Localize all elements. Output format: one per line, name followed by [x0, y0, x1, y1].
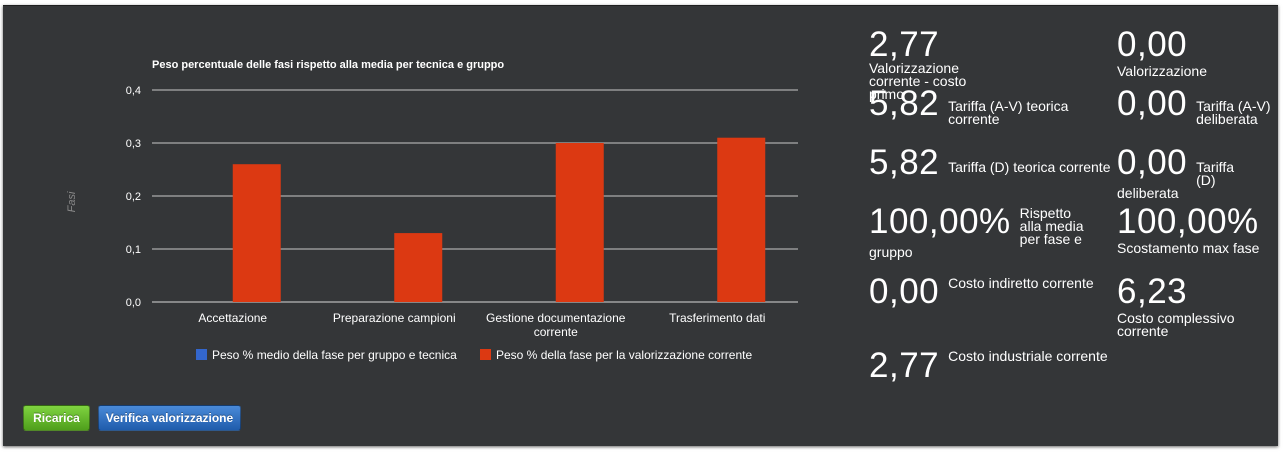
kpi-value: 0,00: [1117, 143, 1188, 182]
kpi-value: 0,00: [1117, 25, 1188, 64]
summary-panel: Peso percentuale delle fasi rispetto all…: [3, 5, 1278, 446]
kpi-valorizzazione: 0,00 Valorizzazione: [1117, 27, 1277, 78]
x-category-label: Trasferimento dati: [669, 311, 765, 325]
legend-label: Peso % medio della fase per gruppo e tec…: [212, 348, 457, 362]
kpi-label: Tariffa (A-V) teorica corrente: [948, 98, 1069, 127]
x-category-label: Gestione documentazione: [486, 311, 626, 325]
kpi-valorizzazione-corrente: 2,77 Valorizzazione corrente - costo pri…: [869, 27, 1109, 101]
kpi-tariffa-d-deliberata: 0,00 Tariffa (D) deliberata: [1117, 145, 1242, 200]
legend-swatch: [480, 349, 491, 360]
y-tick-label: 0,1: [126, 244, 141, 256]
kpi-label: Costo indiretto corrente: [948, 275, 1094, 291]
kpi-costo-industriale: 2,77 Costo industriale corrente: [869, 348, 1119, 383]
kpi-tariffa-av-deliberata: 0,00 Tariffa (A-V) deliberata: [1117, 86, 1277, 126]
bar: [394, 233, 443, 302]
bar: [232, 164, 281, 302]
bar: [555, 143, 604, 302]
ricarica-button[interactable]: Ricarica: [23, 405, 90, 431]
kpi-label: Valorizzazione corrente - costo primo: [869, 60, 967, 102]
kpi-value: 5,82: [869, 84, 940, 123]
kpi-scostamento-max: 100,00% Scostamento max fase: [1117, 204, 1277, 255]
kpi-value: 6,23: [1117, 272, 1188, 311]
kpi-label: Valorizzazione: [1117, 63, 1208, 79]
kpi-value: 100,00%: [1117, 202, 1259, 241]
verifica-valorizzazione-button[interactable]: Verifica valorizzazione: [98, 405, 241, 431]
kpi-label: Tariffa (D) teorica corrente: [948, 159, 1111, 175]
legend-swatch: [196, 349, 207, 360]
phase-weight-chart: Peso percentuale delle fasi rispetto all…: [66, 59, 798, 362]
kpi-tariffa-av-teorica: 5,82 Tariffa (A-V) teorica corrente: [869, 86, 1109, 126]
kpi-tariffa-d-teorica: 5,82 Tariffa (D) teorica corrente: [869, 145, 1119, 180]
kpi-label: Costo complessivo corrente: [1117, 310, 1235, 339]
kpi-value: 2,77: [869, 346, 940, 385]
kpi-value: 2,77: [869, 25, 940, 64]
y-tick-label: 0,2: [126, 191, 141, 203]
kpi-value: 5,82: [869, 143, 940, 182]
x-category-label: corrente: [534, 325, 578, 339]
kpi-value: 0,00: [1117, 84, 1188, 123]
x-category-label: Accettazione: [198, 311, 267, 325]
y-tick-label: 0,3: [126, 138, 141, 150]
x-category-label: Preparazione campioni: [333, 311, 456, 325]
y-axis-title: Fasi: [66, 191, 78, 212]
chart-title: Peso percentuale delle fasi rispetto all…: [152, 59, 504, 71]
legend-label: Peso % della fase per la valorizzazione …: [496, 348, 752, 362]
y-tick-label: 0,4: [126, 85, 141, 97]
kpi-value: 0,00: [869, 272, 940, 311]
kpi-label: Tariffa (A-V) deliberata: [1196, 98, 1271, 127]
kpi-label: Rispetto alla media per fase e gruppo: [869, 205, 1084, 260]
kpi-label: Scostamento max fase: [1117, 240, 1260, 256]
kpi-label: Costo industriale corrente: [948, 348, 1108, 364]
kpi-costo-complessivo: 6,23 Costo complessivo corrente: [1117, 274, 1257, 338]
kpi-costo-indiretto: 0,00 Costo indiretto corrente: [869, 274, 1109, 309]
bar: [717, 137, 766, 302]
kpi-label: Tariffa (D) deliberata: [1117, 159, 1234, 201]
kpi-rispetto-media: 100,00% Rispetto alla media per fase e g…: [869, 204, 1094, 259]
y-tick-label: 0,0: [126, 297, 141, 309]
kpi-value: 100,00%: [869, 202, 1011, 241]
